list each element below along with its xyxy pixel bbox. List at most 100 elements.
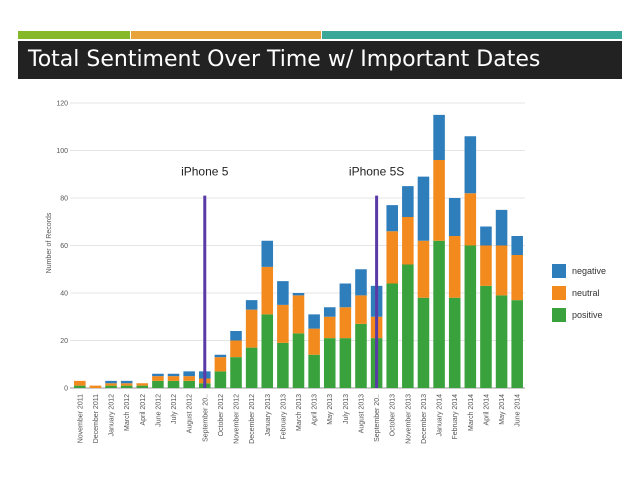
bar-neutral-14 — [292, 295, 305, 334]
x-tick-label-13: February 2013 — [280, 394, 287, 440]
chart-bars — [74, 114, 523, 388]
bar-positive-27 — [495, 295, 508, 388]
bar-positive-20 — [386, 283, 399, 388]
bar-positive-24 — [448, 297, 461, 388]
accent-bar-green — [18, 31, 130, 39]
x-tick-label-0: November 2011 — [77, 394, 84, 443]
bar-negative-13 — [277, 281, 289, 305]
bar-positive-11 — [245, 347, 258, 388]
bar-positive-7 — [183, 380, 195, 388]
x-tick-label-9: October 2012 — [218, 394, 225, 437]
x-tick-label-12: January 2013 — [265, 394, 272, 437]
x-tick-label-25: March 2014 — [468, 394, 475, 431]
y-tick-label-120: 120 — [56, 101, 68, 108]
bar-positive-22 — [417, 297, 430, 388]
legend-swatch-positive — [552, 308, 566, 322]
event-markers: iPhone 5 iPhone 5S — [181, 165, 404, 388]
y-tick-label-100: 100 — [56, 148, 68, 155]
x-tick-label-14: March 2013 — [296, 394, 303, 431]
event-label-0: iPhone 5 — [181, 165, 229, 179]
legend-label-positive: positive — [572, 310, 603, 320]
bar-positive-6 — [167, 380, 180, 388]
bar-positive-4 — [136, 385, 149, 388]
x-tick-label-2: January 2012 — [109, 394, 116, 437]
x-tick-label-11: December 2012 — [249, 394, 256, 444]
legend-label-neutral: neutral — [572, 288, 600, 298]
bar-neutral-18 — [355, 295, 367, 324]
bar-positive-25 — [464, 245, 477, 388]
bar-positive-2 — [105, 385, 117, 388]
x-axis: November 2011 December 2011 January 2012 Ma… — [77, 394, 521, 444]
y-tick-label-80: 80 — [60, 196, 68, 203]
bar-neutral-10 — [230, 340, 242, 358]
bar-neutral-7 — [183, 376, 195, 381]
bar-positive-12 — [261, 314, 274, 388]
bar-neutral-27 — [495, 245, 508, 296]
bar-negative-11 — [245, 300, 258, 310]
y-axis-label: Number of Records — [46, 212, 53, 273]
bar-neutral-2 — [105, 383, 117, 386]
x-tick-label-20: October 2013 — [390, 394, 397, 437]
bar-neutral-25 — [464, 193, 477, 246]
bar-positive-14 — [292, 333, 305, 388]
bar-neutral-24 — [448, 236, 461, 298]
chart-legend: negative neutral positive — [552, 264, 606, 322]
bar-positive-13 — [277, 342, 289, 388]
x-tick-label-10: November 2012 — [234, 394, 241, 444]
x-tick-label-19: September 20.. — [374, 394, 381, 442]
bar-positive-0 — [74, 385, 86, 388]
bar-negative-28 — [511, 236, 523, 255]
x-tick-label-1: December 2011 — [93, 394, 100, 443]
bar-positive-18 — [355, 323, 367, 388]
bar-neutral-11 — [245, 309, 258, 348]
x-tick-label-23: January 2014 — [437, 394, 444, 437]
x-tick-label-22: December 2013 — [421, 394, 428, 444]
bar-positive-10 — [230, 357, 242, 388]
bar-neutral-4 — [136, 383, 149, 386]
x-tick-label-17: July 2013 — [343, 394, 350, 424]
bar-positive-3 — [120, 385, 133, 388]
bar-negative-25 — [464, 136, 477, 194]
bar-positive-21 — [402, 264, 414, 388]
bar-negative-5 — [152, 373, 164, 377]
accent-bar-teal — [322, 31, 622, 39]
bar-neutral-9 — [214, 357, 227, 372]
bar-positive-23 — [433, 240, 445, 388]
bar-negative-23 — [433, 114, 445, 160]
bar-positive-15 — [308, 354, 320, 388]
bar-negative-6 — [167, 373, 180, 377]
bar-negative-27 — [495, 209, 508, 246]
plot-top-fade — [68, 96, 462, 100]
x-tick-label-28: June 2014 — [515, 394, 522, 427]
x-tick-label-16: May 2013 — [327, 394, 334, 425]
bar-neutral-0 — [74, 380, 86, 386]
x-tick-label-27: May 2014 — [499, 394, 506, 425]
slide-title: Total Sentiment Over Time w/ Important D… — [18, 41, 622, 79]
bar-negative-18 — [355, 269, 367, 296]
bar-negative-21 — [402, 186, 414, 217]
bar-negative-16 — [323, 307, 336, 317]
x-tick-label-21: November 2013 — [405, 394, 412, 444]
bar-negative-26 — [480, 226, 492, 246]
bar-negative-24 — [448, 198, 461, 236]
bar-positive-26 — [480, 285, 492, 388]
y-tick-label-0: 0 — [64, 386, 68, 393]
x-tick-label-3: March 2012 — [124, 394, 131, 431]
bar-positive-28 — [511, 300, 523, 388]
event-label-1: iPhone 5S — [349, 165, 404, 179]
x-tick-label-8: September 20.. — [202, 394, 209, 442]
bar-negative-3 — [120, 380, 133, 384]
x-tick-label-7: August 2012 — [187, 394, 194, 433]
bar-neutral-28 — [511, 255, 523, 301]
y-tick-label-20: 20 — [60, 338, 68, 345]
bar-neutral-21 — [402, 217, 414, 265]
bar-neutral-17 — [339, 307, 352, 339]
bar-negative-15 — [308, 314, 320, 329]
legend-label-negative: negative — [572, 266, 606, 276]
bar-negative-12 — [261, 240, 274, 267]
bar-negative-14 — [292, 293, 305, 296]
bar-neutral-13 — [277, 304, 289, 343]
bar-positive-9 — [214, 371, 227, 388]
bar-negative-9 — [214, 354, 227, 358]
